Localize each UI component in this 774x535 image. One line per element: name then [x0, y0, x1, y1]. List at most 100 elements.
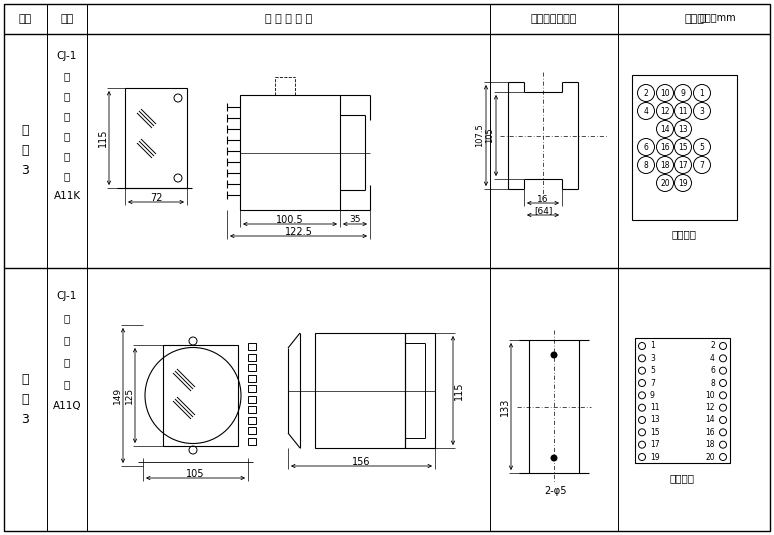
Text: 156: 156 — [352, 457, 371, 467]
Bar — [248, 438, 256, 445]
Bar — [248, 385, 256, 392]
Text: 3: 3 — [700, 106, 704, 116]
Bar — [248, 343, 256, 350]
Text: 107.5: 107.5 — [475, 124, 485, 147]
Text: 16: 16 — [537, 195, 549, 203]
Text: 单位：mm: 单位：mm — [700, 12, 737, 22]
Text: 11: 11 — [678, 106, 688, 116]
Circle shape — [656, 120, 673, 137]
Text: 1: 1 — [650, 341, 655, 350]
Text: 115: 115 — [454, 381, 464, 400]
Text: 35: 35 — [349, 216, 361, 225]
Text: 11: 11 — [650, 403, 659, 412]
Text: 接: 接 — [64, 357, 70, 367]
Text: 附: 附 — [21, 373, 29, 386]
Circle shape — [694, 139, 711, 156]
Bar — [163, 345, 238, 446]
Text: 嵌: 嵌 — [64, 71, 70, 81]
Text: 19: 19 — [678, 179, 688, 187]
Text: 外 形 尺 寸 图: 外 形 尺 寸 图 — [265, 14, 312, 24]
Circle shape — [674, 85, 691, 102]
Text: 122.5: 122.5 — [285, 227, 313, 237]
Text: 13: 13 — [678, 125, 688, 134]
Circle shape — [674, 139, 691, 156]
Bar — [248, 395, 256, 402]
Text: 前: 前 — [64, 335, 70, 345]
Circle shape — [674, 157, 691, 173]
Text: A11K: A11K — [53, 191, 80, 201]
Circle shape — [550, 455, 557, 462]
Text: CJ-1: CJ-1 — [57, 291, 77, 301]
Circle shape — [638, 139, 655, 156]
Circle shape — [694, 157, 711, 173]
Text: A11Q: A11Q — [53, 401, 81, 411]
Text: CJ-1: CJ-1 — [57, 51, 77, 61]
Text: 19: 19 — [650, 453, 659, 462]
Text: 105: 105 — [187, 469, 205, 479]
Circle shape — [638, 85, 655, 102]
Circle shape — [674, 174, 691, 192]
Text: 板: 板 — [64, 313, 70, 323]
Text: 14: 14 — [705, 416, 715, 424]
Text: 线: 线 — [64, 171, 70, 181]
Text: 17: 17 — [678, 160, 688, 170]
Text: （背视）: （背视） — [672, 229, 697, 239]
Text: 式: 式 — [64, 111, 70, 121]
Bar — [248, 364, 256, 371]
Text: 16: 16 — [660, 142, 670, 151]
Circle shape — [694, 85, 711, 102]
Bar — [632, 75, 737, 220]
Text: 接: 接 — [64, 151, 70, 161]
Text: 7: 7 — [650, 378, 655, 387]
Circle shape — [656, 85, 673, 102]
Circle shape — [674, 120, 691, 137]
Circle shape — [550, 351, 557, 358]
Bar — [248, 354, 256, 361]
Text: 72: 72 — [149, 193, 163, 203]
Text: 端子图: 端子图 — [684, 14, 704, 24]
Text: 4: 4 — [710, 354, 715, 363]
Text: 线: 线 — [64, 379, 70, 389]
Text: 14: 14 — [660, 125, 670, 134]
Text: 10: 10 — [660, 88, 670, 97]
Text: 附: 附 — [21, 125, 29, 137]
Text: 6: 6 — [643, 142, 649, 151]
Bar — [405, 333, 435, 448]
Bar — [248, 374, 256, 381]
Text: 5: 5 — [650, 366, 655, 375]
Text: 18: 18 — [705, 440, 715, 449]
Text: 5: 5 — [700, 142, 704, 151]
Bar — [248, 427, 256, 434]
Bar — [240, 95, 340, 210]
Text: 7: 7 — [700, 160, 704, 170]
Bar — [248, 406, 256, 413]
Text: 3: 3 — [21, 413, 29, 426]
Text: 149: 149 — [112, 387, 122, 404]
Circle shape — [656, 139, 673, 156]
Text: 12: 12 — [660, 106, 670, 116]
Circle shape — [694, 103, 711, 119]
Text: 8: 8 — [644, 160, 649, 170]
Text: 1: 1 — [700, 88, 704, 97]
Bar — [635, 338, 730, 463]
Text: 133: 133 — [500, 398, 510, 416]
Text: 125: 125 — [125, 387, 133, 404]
Text: 6: 6 — [710, 366, 715, 375]
Circle shape — [656, 174, 673, 192]
Text: 9: 9 — [650, 391, 655, 400]
Circle shape — [656, 157, 673, 173]
Text: 16: 16 — [705, 428, 715, 437]
Circle shape — [638, 103, 655, 119]
Text: 105: 105 — [485, 128, 495, 143]
Text: 4: 4 — [643, 106, 649, 116]
Circle shape — [674, 103, 691, 119]
Text: 15: 15 — [650, 428, 659, 437]
Text: 2-φ5: 2-φ5 — [544, 486, 567, 496]
Bar — [125, 88, 187, 188]
Text: （前视）: （前视） — [670, 473, 695, 483]
Text: 13: 13 — [650, 416, 659, 424]
Text: 9: 9 — [680, 88, 686, 97]
Text: 入: 入 — [64, 91, 70, 101]
Text: 10: 10 — [705, 391, 715, 400]
Text: 图: 图 — [21, 393, 29, 406]
